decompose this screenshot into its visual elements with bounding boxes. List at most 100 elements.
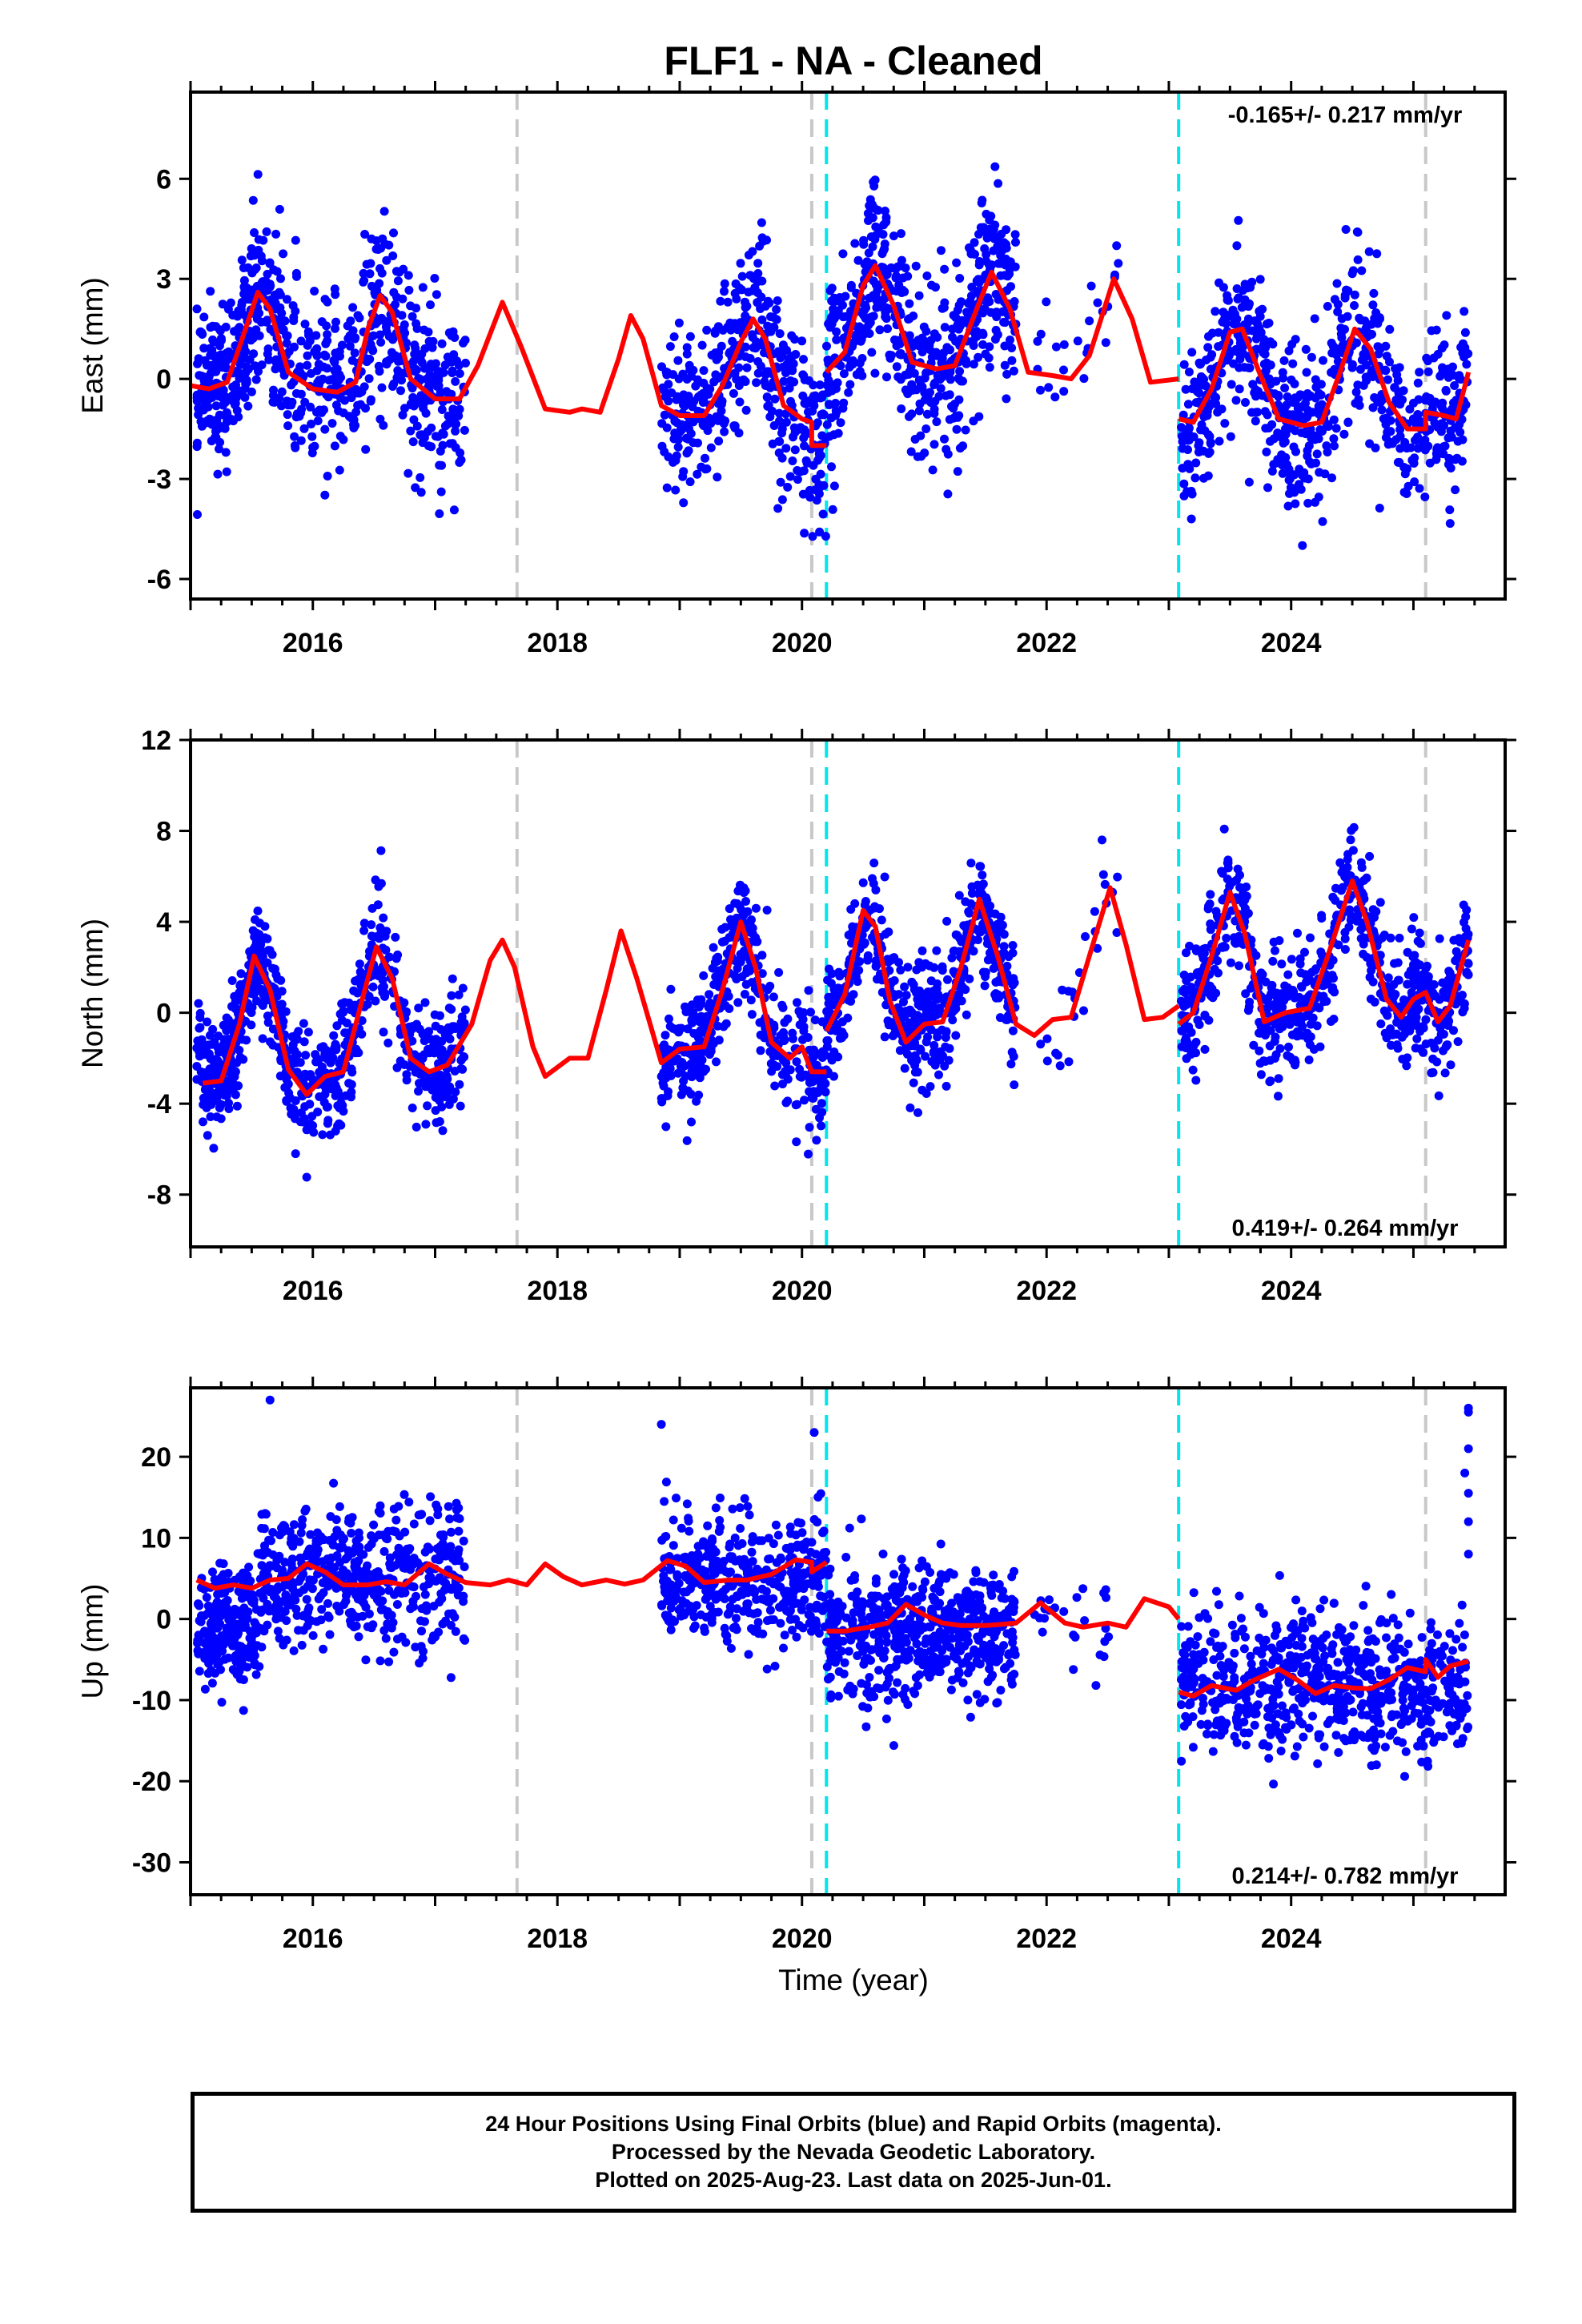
data-point — [825, 1007, 834, 1017]
data-point — [307, 420, 316, 428]
data-point — [935, 1003, 944, 1013]
data-point — [1446, 464, 1456, 472]
data-point — [763, 985, 773, 995]
data-point — [444, 1023, 453, 1032]
data-point — [798, 489, 808, 499]
data-point — [451, 1088, 460, 1096]
data-point — [420, 998, 430, 1007]
data-point — [804, 408, 813, 416]
data-point — [799, 1022, 809, 1031]
data-point — [721, 1019, 731, 1028]
data-point — [397, 376, 406, 385]
data-point — [839, 369, 849, 379]
data-point — [243, 263, 253, 272]
data-point — [1279, 438, 1288, 448]
data-point — [1283, 501, 1293, 511]
data-point — [1365, 439, 1375, 448]
data-point — [926, 976, 936, 986]
data-point — [451, 426, 460, 436]
data-point — [900, 1063, 909, 1073]
data-point — [1269, 460, 1279, 469]
data-point — [213, 1088, 223, 1097]
data-point — [882, 372, 891, 382]
data-point — [897, 255, 906, 265]
data-point — [673, 435, 683, 444]
chart-title: FLF1 - NA - Cleaned — [664, 38, 1042, 83]
data-point — [709, 943, 718, 952]
data-point — [679, 467, 689, 476]
data-point — [1251, 416, 1260, 426]
data-point — [769, 1051, 778, 1061]
data-point — [898, 285, 907, 295]
data-point — [1306, 933, 1315, 943]
data-point — [366, 395, 375, 404]
data-point — [851, 972, 861, 982]
data-point — [271, 299, 280, 308]
data-point — [1009, 974, 1018, 983]
data-point — [208, 321, 218, 331]
data-point — [1419, 438, 1428, 448]
data-point — [1355, 313, 1364, 323]
data-point — [1347, 360, 1357, 369]
data-point — [871, 962, 881, 971]
data-point — [850, 239, 860, 248]
data-point — [1395, 424, 1405, 434]
data-point — [791, 1100, 801, 1110]
data-point — [196, 1037, 206, 1047]
data-point — [312, 351, 322, 360]
data-point — [725, 348, 735, 357]
data-point — [399, 264, 408, 274]
data-point — [818, 509, 828, 519]
data-point — [996, 271, 1006, 280]
data-point — [682, 343, 692, 352]
data-point — [1225, 882, 1235, 891]
data-point — [1460, 1003, 1469, 1013]
data-point — [701, 464, 710, 474]
data-point — [961, 356, 970, 365]
data-point — [796, 467, 805, 476]
data-point — [272, 267, 282, 276]
data-point — [200, 356, 210, 365]
data-point — [875, 325, 885, 335]
data-point — [766, 312, 775, 321]
data-point — [777, 495, 787, 505]
data-point — [259, 235, 268, 245]
data-point — [1279, 356, 1289, 365]
data-point — [769, 992, 778, 1002]
data-point — [762, 392, 772, 402]
data-point — [355, 313, 364, 323]
data-point — [712, 412, 721, 421]
data-point — [218, 363, 227, 372]
data-point — [836, 418, 845, 428]
data-point — [1236, 349, 1246, 359]
data-point — [194, 404, 203, 413]
data-point — [1434, 1091, 1443, 1100]
data-point — [1178, 444, 1187, 453]
data-point — [1413, 378, 1423, 388]
data-point — [969, 360, 978, 369]
data-point — [911, 261, 921, 271]
data-point — [819, 410, 829, 420]
data-point — [1310, 314, 1319, 324]
data-point — [925, 1001, 934, 1011]
data-point — [1206, 352, 1215, 362]
data-point — [892, 341, 901, 351]
data-point — [1235, 961, 1243, 971]
data-point — [1178, 987, 1187, 996]
data-point — [444, 1003, 454, 1013]
data-point — [283, 1080, 293, 1089]
data-point — [938, 966, 947, 975]
data-point — [1258, 970, 1267, 979]
data-point — [766, 327, 776, 336]
data-point — [384, 952, 394, 962]
data-point — [1220, 419, 1230, 428]
data-point — [432, 1118, 441, 1128]
data-point — [1327, 473, 1336, 483]
data-point — [1446, 1060, 1456, 1070]
data-point — [1204, 332, 1213, 341]
data-point — [778, 1003, 788, 1012]
data-point — [974, 352, 983, 362]
data-point — [797, 1072, 806, 1082]
data-point — [1371, 907, 1381, 916]
